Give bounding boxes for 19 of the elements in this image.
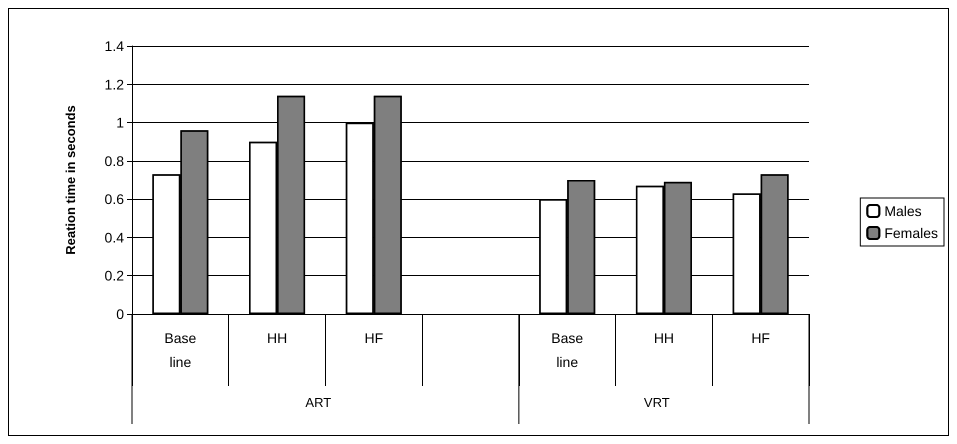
y-axis-title: Reation time in seconds [63, 105, 78, 255]
x-tick-label: HH [266, 330, 288, 346]
legend-label: Females [884, 225, 938, 241]
x-tick-label: Base line [164, 330, 197, 370]
y-tick-label: 0.8 [104, 152, 124, 169]
x-tick-label: HH [654, 330, 674, 346]
y-tick-label: 1 [116, 114, 124, 131]
y-tick-label: 0.2 [104, 268, 124, 284]
y-tick-label: 1.4 [104, 38, 124, 54]
y-tick-label: 0.4 [104, 229, 124, 246]
y-tick-label: 0 [116, 306, 124, 322]
text: ART [305, 395, 332, 410]
y-tick-label: 0.6 [104, 191, 124, 208]
x-tick-label: HF [751, 330, 770, 346]
x-tick-label: Base line [551, 330, 584, 370]
legend-label: Males [884, 203, 922, 219]
y-tick-label: 1.2 [104, 76, 124, 92]
text: VRT [644, 395, 670, 410]
x-tick-label: HF [364, 330, 384, 346]
